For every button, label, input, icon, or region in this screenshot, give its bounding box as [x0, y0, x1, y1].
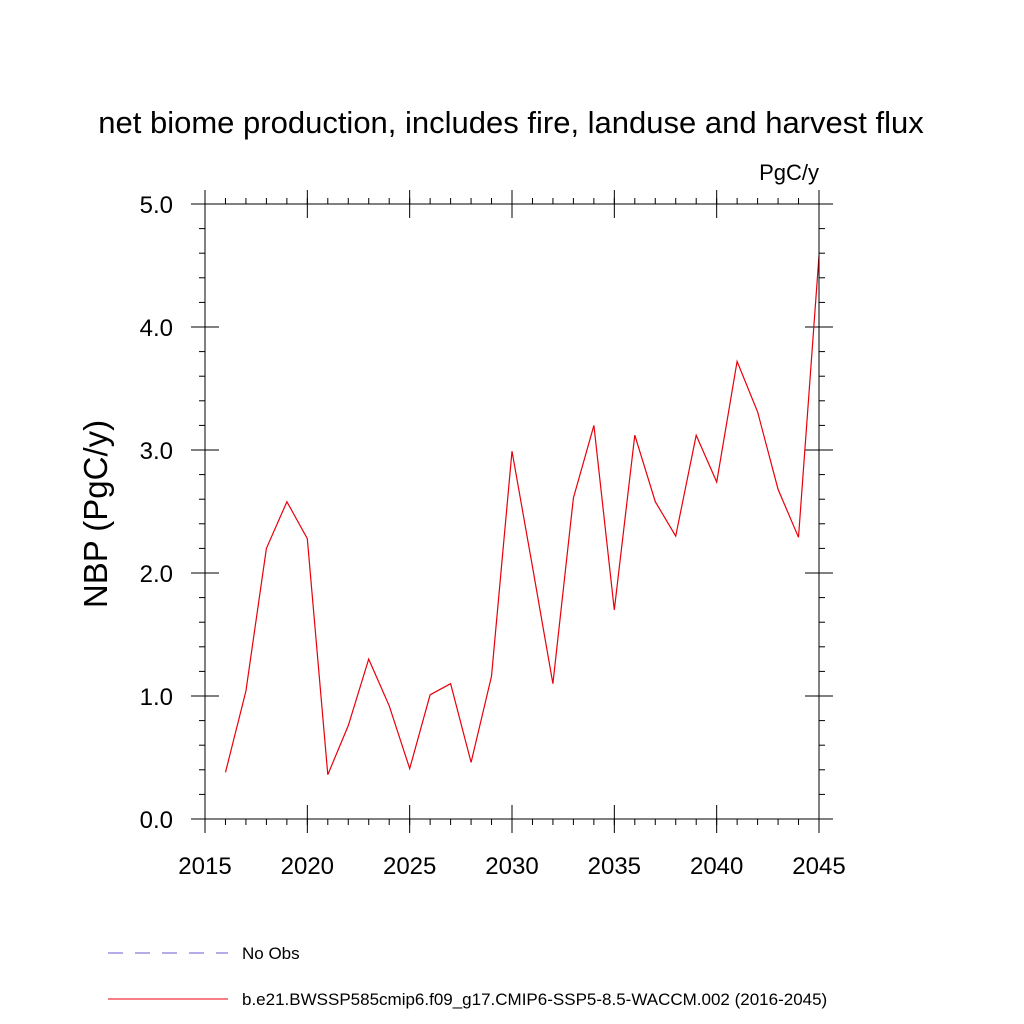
y-tick-label: 1.0: [140, 684, 173, 711]
y-tick-label: 2.0: [140, 561, 173, 588]
x-tick-label: 2045: [792, 853, 845, 880]
chart-title: net biome production, includes fire, lan…: [98, 105, 924, 140]
legend-label: b.e21.BWSSP585cmip6.f09_g17.CMIP6-SSP5-8…: [242, 990, 827, 1009]
y-tick-label: 4.0: [140, 315, 173, 342]
legend-item: No Obs: [108, 944, 300, 963]
x-tick-label: 2025: [383, 853, 436, 880]
series-line: [224, 255, 820, 775]
y-axis-label: NBP (PgC/y): [77, 420, 114, 608]
tick-labels: 0.0 1.0 2.0 3.0 4.0 5.0 2015 2020 2025 2030 2035 20…: [140, 192, 846, 880]
major-ticks: [191, 190, 833, 833]
x-tick-label: 2020: [281, 853, 334, 880]
units-label: PgC/y: [759, 160, 819, 185]
legend-item: b.e21.BWSSP585cmip6.f09_g17.CMIP6-SSP5-8…: [108, 990, 827, 1009]
x-tick-label: 2030: [485, 853, 538, 880]
y-tick-label: 3.0: [140, 438, 173, 465]
y-tick-label: 0.0: [140, 807, 173, 834]
legend-label: No Obs: [242, 944, 300, 963]
y-tick-label: 5.0: [140, 192, 173, 219]
legend: No Obs b.e21.BWSSP585cmip6.f09_g17.CMIP6…: [108, 944, 827, 1009]
x-tick-label: 2035: [588, 853, 641, 880]
x-tick-label: 2040: [690, 853, 743, 880]
x-tick-label: 2015: [178, 853, 231, 880]
series-lines: [224, 255, 820, 775]
plot-frame: [204, 203, 820, 820]
